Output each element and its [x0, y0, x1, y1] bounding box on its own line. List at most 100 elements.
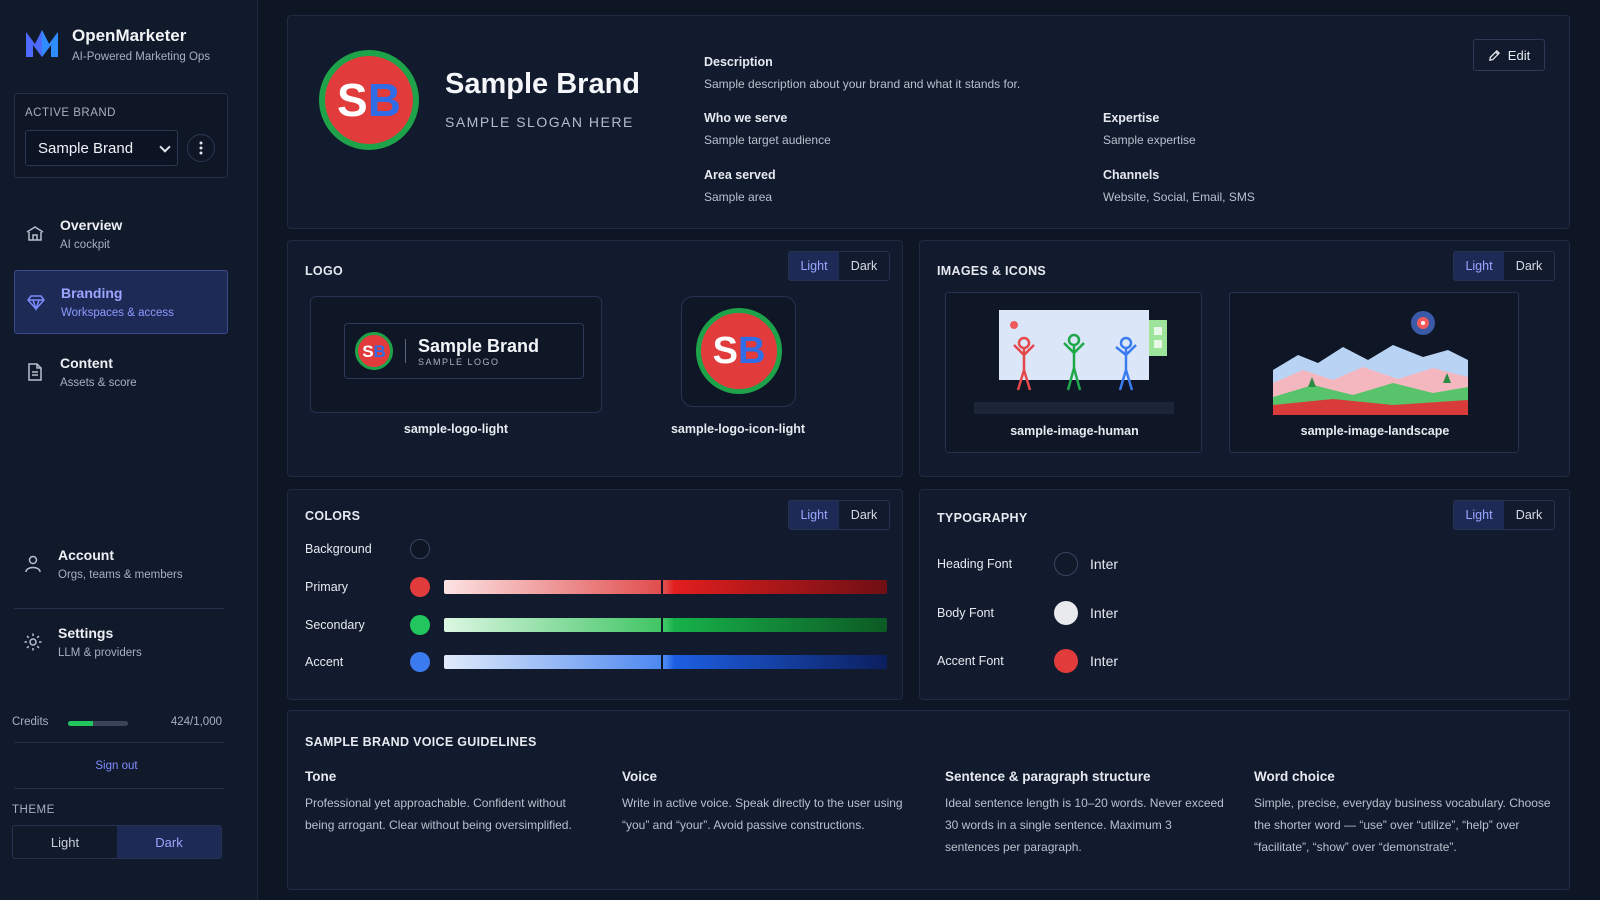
heading-font-name: Inter — [1090, 556, 1119, 572]
edit-button-label: Edit — [1507, 47, 1531, 63]
icon-initial-s: S — [712, 330, 738, 372]
voice-body: Professional yet approachable. Confident… — [305, 796, 572, 832]
background-swatch[interactable] — [410, 539, 430, 559]
images-dark-button[interactable]: Dark — [1515, 259, 1543, 273]
accent-shade-bar — [444, 655, 887, 669]
typography-light-button[interactable]: Light — [1454, 501, 1504, 529]
brand-select-value: Sample Brand — [38, 139, 134, 157]
voice-guidelines-card: SAMPLE BRAND VOICE GUIDELINES Tone Profe… — [287, 710, 1570, 890]
body-font-swatch[interactable] — [1054, 601, 1078, 625]
divider — [14, 742, 224, 743]
expertise-value: Sample expertise — [1103, 133, 1196, 147]
color-row-secondary: Secondary — [305, 614, 887, 636]
voice-heading: Voice — [622, 769, 658, 784]
kebab-menu-icon — [199, 141, 203, 155]
brand-options-button[interactable] — [187, 134, 215, 162]
font-row-body: Body Font Inter — [937, 599, 1118, 627]
description-value: Sample description about your brand and … — [704, 77, 1021, 91]
voice-column-structure: Sentence & paragraph structure Ideal sen… — [945, 769, 1225, 858]
wordmark-divider — [405, 339, 406, 363]
brand-name: Sample Brand — [445, 68, 640, 100]
edit-button[interactable]: Edit — [1473, 39, 1545, 71]
app-name: OpenMarketer — [72, 26, 187, 45]
images-icons-card: IMAGES & ICONS Light Dark sample-image — [919, 240, 1570, 477]
primary-shade-bar — [444, 580, 887, 594]
font-label: Body Font — [937, 606, 994, 620]
brand-overview-card: SB Sample Brand SAMPLE SLOGAN HERE Descr… — [287, 15, 1570, 229]
nav-content[interactable]: Content Assets & score — [14, 340, 228, 404]
brand-select[interactable]: Sample Brand — [25, 130, 178, 166]
logo-icon-caption: sample-logo-icon-light — [670, 422, 806, 436]
body-font-name: Inter — [1090, 605, 1119, 621]
credits-meter: Credits 424/1,000 — [12, 716, 222, 736]
image-landscape-tile[interactable]: sample-image-landscape — [1229, 292, 1519, 453]
nav-account[interactable]: Account Orgs, teams & members — [10, 532, 224, 596]
heading-font-swatch[interactable] — [1054, 552, 1078, 576]
wordmark-logo: SB Sample Brand SAMPLE LOGO — [344, 323, 584, 379]
credits-progress-fill — [68, 721, 94, 726]
area-served-label: Area served — [704, 168, 776, 182]
icon-initial-b: B — [737, 330, 766, 372]
voice-section-title: SAMPLE BRAND VOICE GUIDELINES — [305, 735, 537, 749]
credits-label: Credits — [12, 716, 49, 728]
secondary-swatch[interactable] — [410, 615, 430, 635]
font-label: Heading Font — [937, 557, 1013, 571]
diamond-icon — [27, 295, 45, 312]
avatar-initial-s: S — [337, 74, 368, 126]
credits-value: 424/1,000 — [170, 716, 222, 728]
logo-light-button[interactable]: Light — [789, 252, 839, 280]
theme-toggle: Light Dark — [12, 825, 222, 859]
typography-theme-toggle: Light Dark — [1453, 500, 1555, 530]
voice-heading: Tone — [305, 769, 337, 784]
main-content: SB Sample Brand SAMPLE SLOGAN HERE Descr… — [258, 0, 1600, 900]
primary-shade-divider — [661, 580, 663, 594]
accent-shade-divider — [661, 655, 663, 669]
user-icon — [25, 555, 41, 573]
logo-dark-button[interactable]: Dark — [850, 259, 878, 273]
nav-settings-title: Settings — [58, 625, 114, 641]
nav-overview[interactable]: Overview AI cockpit — [14, 202, 228, 266]
primary-swatch[interactable] — [410, 577, 430, 597]
nav-account-title: Account — [58, 547, 114, 563]
nav-settings[interactable]: Settings LLM & providers — [10, 610, 224, 674]
accent-font-swatch[interactable] — [1054, 649, 1078, 673]
image-landscape-caption: sample-image-landscape — [1300, 424, 1450, 438]
logo-light-tile[interactable]: SB Sample Brand SAMPLE LOGO — [310, 296, 602, 413]
logo-light-caption: sample-logo-light — [403, 422, 509, 436]
wordmark-name: Sample Brand — [418, 335, 540, 356]
brand-slogan: SAMPLE SLOGAN HERE — [445, 114, 634, 130]
image-human-tile[interactable]: sample-image-human — [945, 292, 1202, 453]
accent-font-name: Inter — [1090, 653, 1119, 669]
wordmark-subtitle: SAMPLE LOGO — [418, 356, 500, 367]
colors-dark-button[interactable]: Dark — [850, 508, 878, 522]
who-we-serve-label: Who we serve — [704, 111, 788, 125]
voice-body: Simple, precise, everyday business vocab… — [1254, 796, 1551, 854]
accent-swatch[interactable] — [410, 652, 430, 672]
color-label: Accent — [305, 655, 344, 669]
theme-light-button[interactable]: Light — [50, 834, 80, 850]
colors-light-button[interactable]: Light — [789, 501, 839, 529]
theme-label: THEME — [12, 804, 55, 816]
area-served-value: Sample area — [704, 190, 773, 204]
theme-dark-button[interactable]: Dark — [117, 826, 221, 858]
logo-card: LOGO Light Dark SB Sample Brand SAMPLE L… — [287, 240, 903, 477]
nav-content-subtitle: Assets & score — [60, 377, 137, 389]
credits-progress-bar — [68, 721, 128, 726]
images-light-button[interactable]: Light — [1454, 252, 1504, 280]
voice-heading: Sentence & paragraph structure — [945, 769, 1151, 784]
app-tagline: AI-Powered Marketing Ops — [72, 51, 211, 63]
sidebar: OpenMarketer AI-Powered Marketing Ops AC… — [0, 0, 258, 900]
sign-out-link[interactable]: Sign out — [95, 760, 138, 772]
voice-heading: Word choice — [1254, 769, 1335, 784]
nav-branding-subtitle: Workspaces & access — [61, 307, 174, 319]
typography-dark-button[interactable]: Dark — [1515, 508, 1543, 522]
typography-section-title: TYPOGRAPHY — [937, 511, 1028, 525]
nav-overview-title: Overview — [60, 217, 123, 233]
nav-branding[interactable]: Branding Workspaces & access — [14, 270, 228, 334]
font-label: Accent Font — [937, 654, 1004, 668]
description-label: Description — [704, 55, 773, 69]
logo-icon-tile[interactable]: SB — [681, 296, 796, 407]
color-label: Background — [305, 542, 372, 556]
logo-icon-mark: SB — [696, 308, 782, 394]
font-row-accent: Accent Font Inter — [937, 647, 1118, 675]
